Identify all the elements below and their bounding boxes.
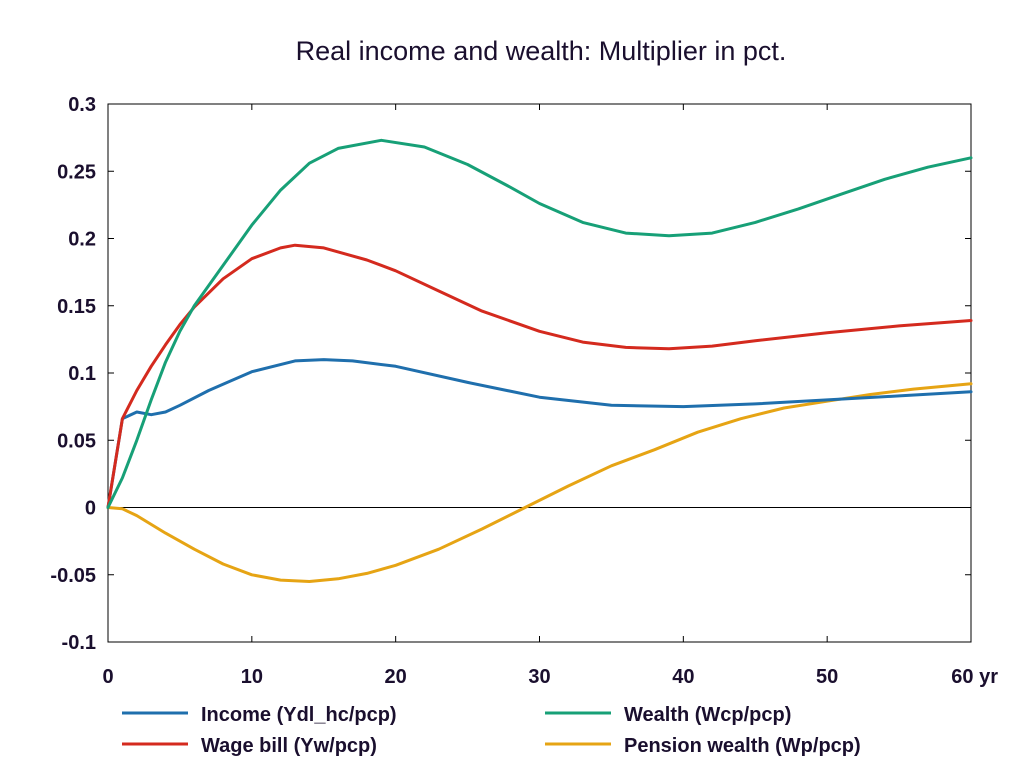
legend-label: Pension wealth (Wp/pcp) <box>624 735 861 757</box>
series-line <box>106 138 973 509</box>
x-tick-label: 20 <box>385 666 407 688</box>
x-tick-label: 10 <box>241 666 263 688</box>
plot-area <box>107 103 972 643</box>
y-tick-label: 0.3 <box>68 94 96 116</box>
y-tick-label: 0.25 <box>57 161 96 183</box>
series-line <box>106 243 973 509</box>
y-tick-label: 0.05 <box>57 430 96 452</box>
legend-label: Income (Ydl_hc/pcp) <box>201 704 397 726</box>
x-tick-label: 40 <box>672 666 694 688</box>
x-tick-label: 30 <box>528 666 550 688</box>
y-tick-label: 0 <box>85 498 96 520</box>
x-tick-label: 50 <box>816 666 838 688</box>
x-tick-label: 0 <box>102 666 113 688</box>
y-tick-label: -0.1 <box>62 632 96 654</box>
x-tick-label: 60 yr <box>951 666 998 688</box>
chart-title: Real income and wealth: Multiplier in pc… <box>296 36 787 66</box>
legend-label: Wealth (Wcp/pcp) <box>624 704 791 726</box>
y-tick-label: -0.05 <box>50 565 96 587</box>
y-tick-label: 0.2 <box>68 229 96 251</box>
y-tick-label: 0.1 <box>68 363 96 385</box>
y-tick-label: 0.15 <box>57 296 96 318</box>
legend-label: Wage bill (Yw/pcp) <box>201 735 377 757</box>
series-line <box>106 358 973 509</box>
series-line <box>106 382 973 583</box>
